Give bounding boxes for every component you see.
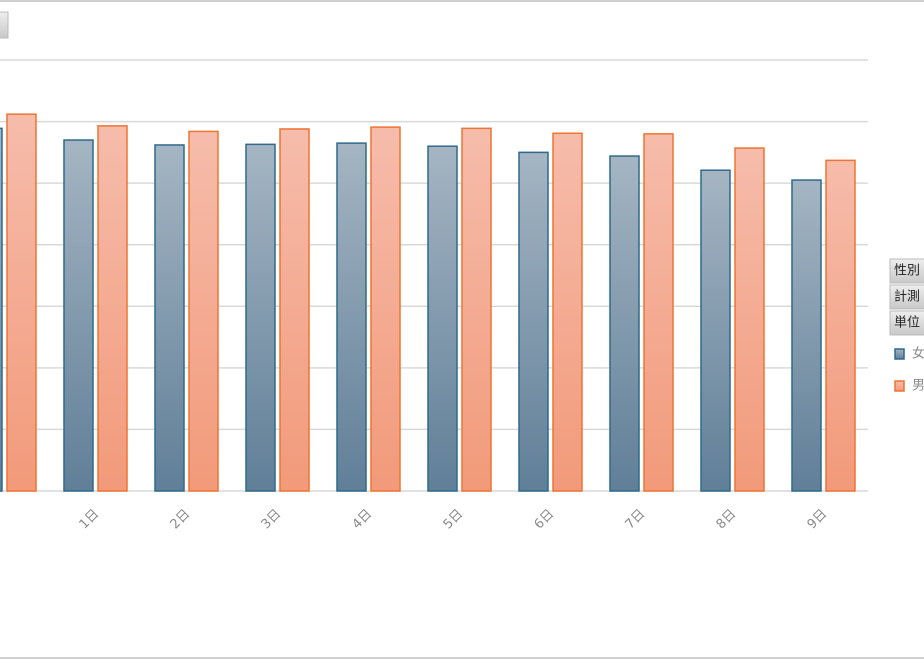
field-button[interactable] [889, 310, 924, 336]
bar [0, 127, 3, 492]
bar [791, 179, 822, 492]
field-button[interactable] [889, 258, 924, 284]
field-button-label[interactable]: 単位 [894, 315, 920, 331]
x-tick-label: 2日 [168, 507, 194, 533]
legend-marker [894, 348, 905, 360]
bar [63, 139, 94, 492]
bar [370, 126, 401, 492]
x-tick-label: 1日 [77, 507, 103, 533]
bar [188, 130, 219, 492]
bar [279, 128, 310, 492]
bar [609, 155, 640, 492]
legend-label: 男 [912, 379, 924, 394]
field-button-label[interactable]: 性別 [894, 264, 920, 279]
bar [245, 143, 276, 492]
legend-label: 女 [912, 346, 924, 362]
x-tick-label: 5日 [441, 507, 467, 533]
bar [97, 125, 128, 492]
bar [643, 133, 674, 492]
bar [427, 145, 458, 492]
field-button-label[interactable]: 計測 [894, 289, 920, 305]
bar [552, 132, 583, 492]
x-tick-label: 6日 [532, 507, 558, 533]
bar [734, 147, 765, 492]
bar [518, 151, 549, 492]
bar [6, 113, 37, 492]
x-tick-label: 4日 [350, 507, 376, 533]
x-tick-label: 7日 [623, 507, 649, 533]
bar [154, 144, 185, 492]
legend-marker [894, 380, 905, 392]
bar [825, 159, 856, 492]
x-tick-label: 3日 [259, 507, 285, 533]
x-tick-label: 8日 [714, 507, 740, 533]
bar [461, 127, 492, 492]
bar [700, 169, 731, 492]
field-button[interactable] [0, 11, 9, 39]
bar [336, 142, 367, 492]
x-tick-label: 9日 [805, 507, 831, 533]
field-button[interactable] [889, 284, 924, 310]
